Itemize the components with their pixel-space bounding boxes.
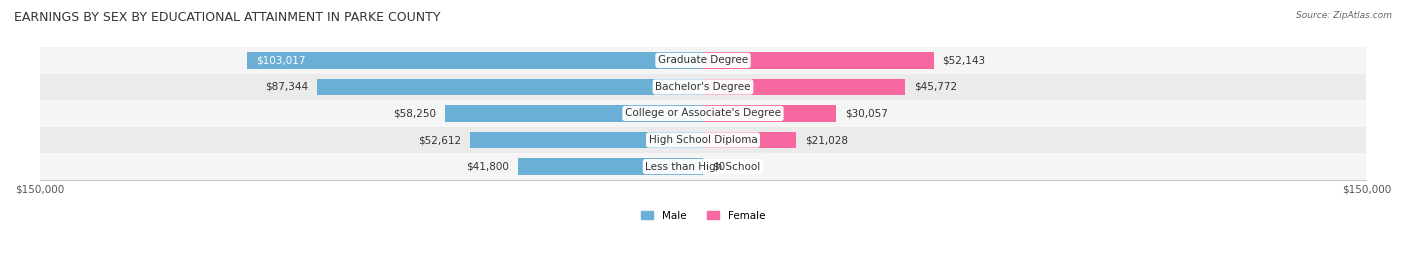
Bar [39, 127, 1367, 153]
Bar [703, 105, 837, 122]
Text: $41,800: $41,800 [467, 162, 509, 172]
Bar [703, 52, 934, 69]
Bar [519, 158, 703, 175]
Text: College or Associate's Degree: College or Associate's Degree [626, 109, 780, 118]
Bar [703, 79, 905, 95]
Bar [471, 132, 703, 148]
Bar [247, 52, 703, 69]
Bar [316, 79, 703, 95]
Bar [39, 47, 1367, 74]
Text: $52,612: $52,612 [419, 135, 461, 145]
Text: $21,028: $21,028 [804, 135, 848, 145]
Text: $52,143: $52,143 [942, 55, 986, 65]
Text: Less than High School: Less than High School [645, 162, 761, 172]
Text: High School Diploma: High School Diploma [648, 135, 758, 145]
Text: $30,057: $30,057 [845, 109, 887, 118]
Text: $0: $0 [711, 162, 725, 172]
Bar [39, 74, 1367, 100]
Text: Graduate Degree: Graduate Degree [658, 55, 748, 65]
Text: $45,772: $45,772 [914, 82, 957, 92]
Bar [446, 105, 703, 122]
Text: $58,250: $58,250 [394, 109, 436, 118]
Text: $103,017: $103,017 [256, 55, 305, 65]
Legend: Male, Female: Male, Female [637, 207, 769, 225]
Bar [703, 132, 796, 148]
Bar [39, 100, 1367, 127]
Text: Source: ZipAtlas.com: Source: ZipAtlas.com [1296, 11, 1392, 20]
Bar [39, 153, 1367, 180]
Text: EARNINGS BY SEX BY EDUCATIONAL ATTAINMENT IN PARKE COUNTY: EARNINGS BY SEX BY EDUCATIONAL ATTAINMEN… [14, 11, 440, 24]
Text: $87,344: $87,344 [264, 82, 308, 92]
Text: Bachelor's Degree: Bachelor's Degree [655, 82, 751, 92]
